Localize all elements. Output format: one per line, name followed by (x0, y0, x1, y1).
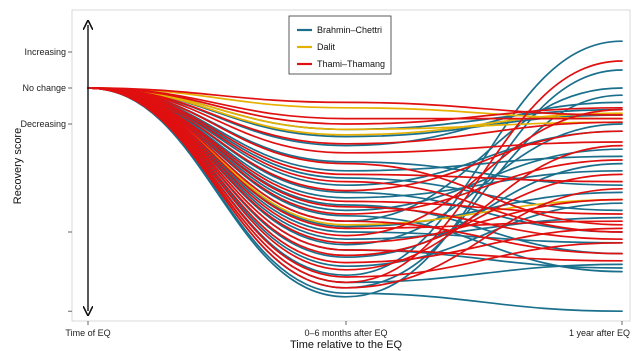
series-line (87, 87, 623, 271)
series-line (87, 87, 623, 264)
series-line (87, 87, 623, 145)
series-line (87, 87, 623, 237)
y-tick-label: Decreasing (20, 119, 66, 129)
series-line (87, 87, 623, 257)
legend-label: Thami–Thamang (317, 59, 385, 69)
series-2 (87, 60, 623, 289)
series-line (87, 87, 623, 244)
series-line (87, 87, 623, 120)
series-line (87, 87, 623, 120)
y-tick-label: No change (22, 83, 66, 93)
x-tick-label: 0–6 months after EQ (304, 328, 387, 338)
series-line (87, 87, 623, 241)
series-line (87, 87, 623, 233)
series-line (87, 87, 623, 230)
legend-label: Brahmin–Chettri (317, 25, 382, 35)
series-line (87, 87, 623, 183)
x-tick-label: 1 year after EQ (569, 328, 630, 338)
series-line (87, 87, 623, 215)
y-tick-label: Increasing (24, 47, 66, 57)
legend: Brahmin–Chettri Dalit Thami–Thamang (288, 15, 392, 75)
series-line (87, 87, 623, 154)
x-axis-ticks: Time of EQ 0–6 months after EQ 1 year afte… (65, 321, 630, 338)
x-tick-label: Time of EQ (65, 328, 110, 338)
series-line (87, 87, 623, 131)
y-axis-ticks: Increasing No change Decreasing (20, 47, 72, 312)
y-axis-title: Recovery score (12, 128, 24, 204)
series-lines (87, 40, 623, 313)
series-line (87, 87, 623, 289)
x-axis-title: Time relative to the EQ (290, 339, 403, 351)
legend-label: Dalit (317, 42, 336, 52)
series-line (87, 87, 623, 192)
series-line (87, 87, 623, 255)
